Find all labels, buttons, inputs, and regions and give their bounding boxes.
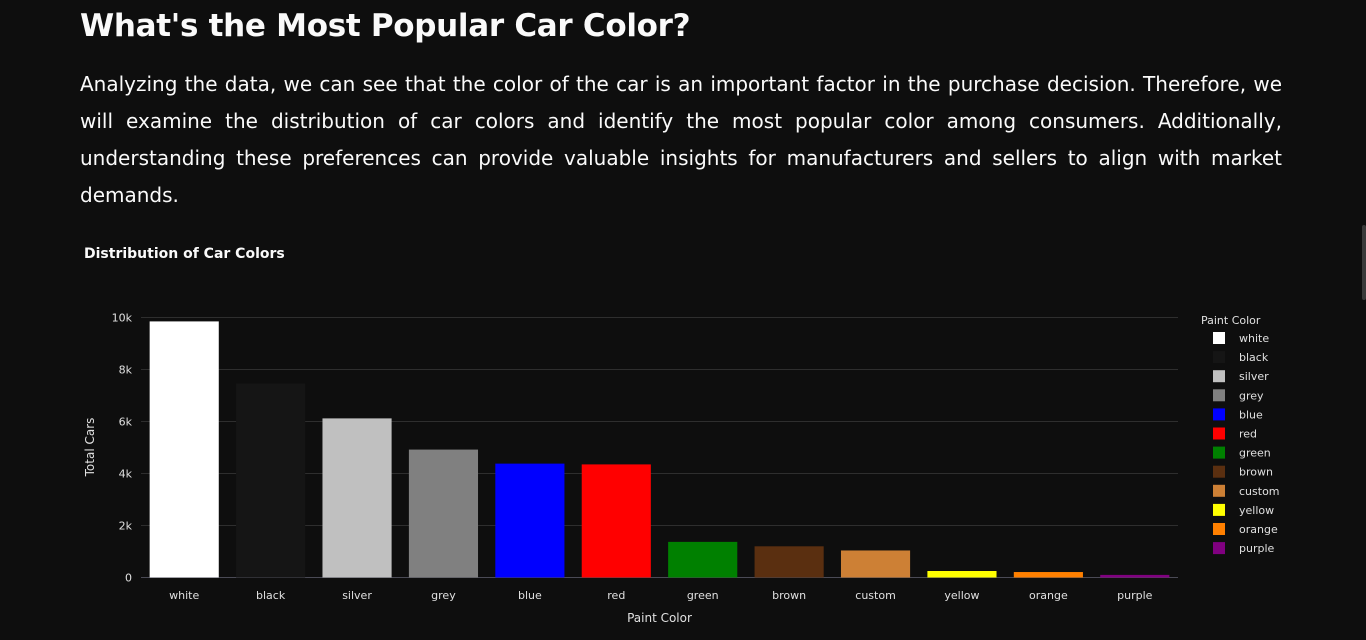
- bar-yellow: [927, 571, 997, 578]
- legend-item-brown: brown: [1239, 466, 1273, 479]
- legend-item-yellow: yellow: [1239, 504, 1274, 517]
- y-axis-label: Total Cars: [83, 418, 97, 478]
- y-tick-label: 0: [125, 572, 132, 585]
- legend-swatch-silver: [1213, 370, 1225, 383]
- legend-swatch-yellow: [1213, 503, 1225, 516]
- legend-swatch-green: [1213, 446, 1225, 459]
- x-tick-label: green: [687, 589, 719, 602]
- bar-red: [581, 464, 651, 578]
- bar-purple: [1100, 574, 1170, 578]
- x-tick-label: red: [607, 589, 625, 602]
- x-tick-label: orange: [1029, 589, 1068, 602]
- bar-grey: [408, 449, 479, 578]
- bar-blue: [495, 463, 565, 578]
- x-tick-label: brown: [772, 589, 806, 602]
- legend-item-white: white: [1239, 332, 1269, 345]
- legend-item-red: red: [1239, 428, 1257, 441]
- legend-swatch-custom: [1213, 484, 1225, 497]
- y-tick-label: 2k: [119, 520, 133, 533]
- x-tick-label: white: [169, 589, 199, 602]
- y-tick-label: 4k: [119, 468, 133, 481]
- x-tick-label: black: [256, 589, 286, 602]
- y-tick-label: 10k: [112, 312, 133, 325]
- y-tick-label: 6k: [119, 416, 133, 429]
- page-title: What's the Most Popular Car Color?: [80, 8, 691, 44]
- scrollbar[interactable]: [1362, 225, 1366, 300]
- legend-swatch-purple: [1213, 542, 1225, 555]
- bar-green: [668, 541, 738, 578]
- legend-item-grey: grey: [1239, 389, 1264, 402]
- legend-item-green: green: [1239, 447, 1271, 460]
- bar-brown: [754, 546, 824, 578]
- legend-swatch-orange: [1213, 523, 1225, 535]
- legend-swatch-grey: [1213, 389, 1225, 402]
- legend-item-blue: blue: [1239, 408, 1263, 421]
- x-tick-label: silver: [342, 589, 372, 602]
- intro-paragraph: Analyzing the data, we can see that the …: [80, 72, 1282, 207]
- legend-item-silver: silver: [1239, 370, 1269, 383]
- x-axis-label: Paint Color: [627, 611, 692, 625]
- x-tick-label: custom: [855, 589, 896, 602]
- bar-silver: [322, 418, 392, 578]
- legend-swatch-brown: [1213, 465, 1225, 478]
- bar-white: [149, 321, 219, 578]
- legend-item-custom: custom: [1239, 485, 1280, 498]
- legend-item-black: black: [1239, 351, 1269, 364]
- legend-title: Paint Color: [1201, 314, 1261, 327]
- x-tick-label: grey: [431, 589, 456, 602]
- y-tick-label: 8k: [119, 364, 133, 377]
- x-tick-label: purple: [1117, 589, 1153, 602]
- x-tick-label: blue: [518, 589, 542, 602]
- bar-custom: [840, 550, 911, 578]
- legend-item-purple: purple: [1239, 542, 1275, 555]
- bar-black: [236, 383, 306, 578]
- legend-swatch-red: [1213, 427, 1225, 440]
- x-tick-label: yellow: [944, 589, 979, 602]
- bar-orange: [1013, 572, 1083, 578]
- legend-swatch-black: [1213, 351, 1225, 364]
- chart-title: Distribution of Car Colors: [84, 246, 285, 262]
- legend-item-orange: orange: [1239, 523, 1278, 536]
- legend-swatch-blue: [1213, 408, 1225, 421]
- legend-swatch-white: [1213, 332, 1225, 344]
